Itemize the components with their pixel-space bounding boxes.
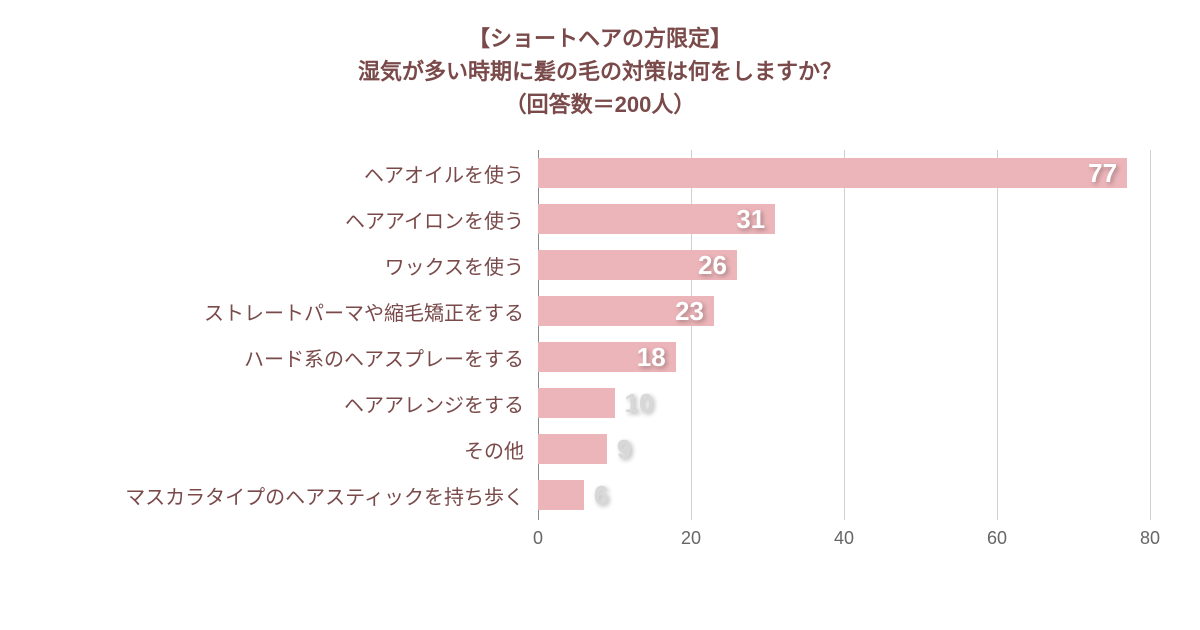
value-label: 23 <box>675 298 704 324</box>
category-label: ヘアアレンジをする <box>344 389 538 418</box>
x-tick-label: 60 <box>987 528 1007 549</box>
chart-title-line: 【ショートヘアの方限定】 <box>0 22 1200 55</box>
value-label: 31 <box>736 206 765 232</box>
value-label: 77 <box>1088 160 1117 186</box>
chart-title-line: （回答数＝200人） <box>0 88 1200 121</box>
category-label: ハード系のヘアスプレーをする <box>244 343 538 372</box>
category-label: ヘアアイロンを使う <box>345 205 538 234</box>
value-label: 9 <box>617 436 631 462</box>
chart-title-line: 湿気が多い時期に髪の毛の対策は何をしますか？ <box>0 55 1200 88</box>
value-label: 6 <box>594 482 608 508</box>
x-tick-label: 40 <box>834 528 854 549</box>
x-tick-label: 0 <box>533 528 543 549</box>
value-label: 26 <box>698 252 727 278</box>
bar-row: マスカラタイプのヘアスティックを持ち歩く <box>538 472 1150 518</box>
bar <box>538 434 607 464</box>
x-tick-label: 80 <box>1140 528 1160 549</box>
category-label: ストレートパーマや縮毛矯正をする <box>204 297 538 326</box>
gridline <box>1150 150 1151 520</box>
category-label: ヘアオイルを使う <box>364 159 538 188</box>
chart-title: 【ショートヘアの方限定】湿気が多い時期に髪の毛の対策は何をしますか？（回答数＝2… <box>0 0 1200 121</box>
category-label: マスカラタイプのヘアスティックを持ち歩く <box>125 481 538 510</box>
bar <box>538 388 615 418</box>
plot-area: 020406080ヘアオイルを使う77ヘアアイロンを使う31ワックスを使う26ス… <box>538 150 1150 550</box>
value-label: 18 <box>637 344 666 370</box>
value-label: 10 <box>625 390 654 416</box>
bar <box>538 158 1127 188</box>
category-label: ワックスを使う <box>385 251 538 280</box>
category-label: その他 <box>464 435 538 464</box>
chart-container: 【ショートヘアの方限定】湿気が多い時期に髪の毛の対策は何をしますか？（回答数＝2… <box>0 0 1200 630</box>
bar <box>538 480 584 510</box>
x-tick-label: 20 <box>681 528 701 549</box>
